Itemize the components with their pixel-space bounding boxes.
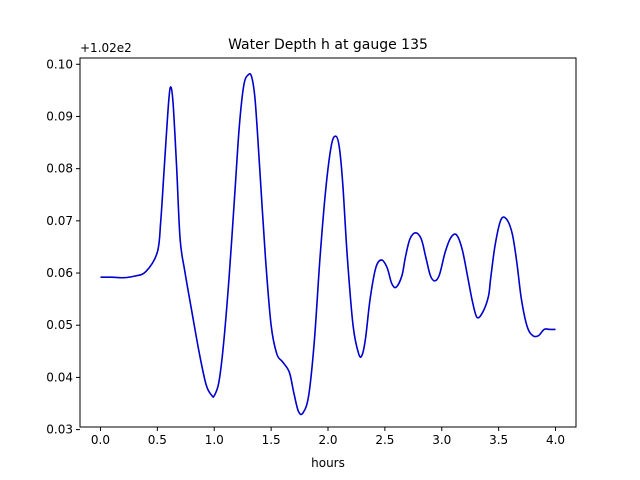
x-axis-label: hours xyxy=(311,456,345,470)
x-tick-label: 3.5 xyxy=(489,433,508,447)
series-line xyxy=(100,73,556,416)
y-tick-label: 0.03 xyxy=(46,423,73,437)
x-tick-label: 4.0 xyxy=(546,433,565,447)
x-tick-label: 1.5 xyxy=(262,433,281,447)
y-offset-text: +1.02e2 xyxy=(80,41,132,55)
y-tick-label: 0.09 xyxy=(46,109,73,123)
x-tick-label: 0.5 xyxy=(148,433,167,447)
y-tick-label: 0.05 xyxy=(46,318,73,332)
x-tick-label: 0.0 xyxy=(91,433,110,447)
y-tick-label: 0.10 xyxy=(46,57,73,71)
y-tick-label: 0.06 xyxy=(46,266,73,280)
x-tick-label: 1.0 xyxy=(205,433,224,447)
x-tick-label: 2.0 xyxy=(318,433,337,447)
y-tick-label: 0.04 xyxy=(46,370,73,384)
x-tick-label: 2.5 xyxy=(375,433,394,447)
plot-area: 0.0 0.5 1.0 1.5 2.0 2.5 3.0 3.5 4.0 0.03 0.04 0.05 0… xyxy=(46,57,565,447)
y-tick-label: 0.08 xyxy=(46,162,73,176)
chart-title: Water Depth h at gauge 135 xyxy=(228,37,428,53)
y-tick-label: 0.07 xyxy=(46,214,73,228)
x-tick-label: 3.0 xyxy=(432,433,451,447)
plot-frame xyxy=(79,57,577,428)
